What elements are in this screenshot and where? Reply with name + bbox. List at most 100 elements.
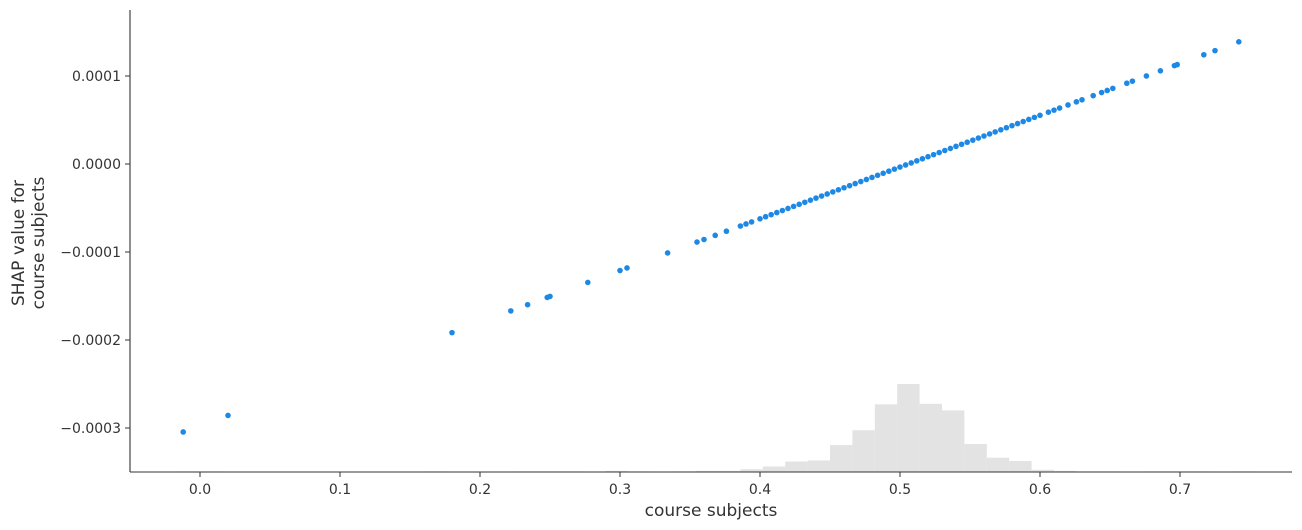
histogram-bar (1031, 469, 1054, 472)
x-tick-label: 0.1 (329, 482, 351, 498)
scatter-point (1124, 80, 1130, 87)
scatter-point (1073, 99, 1080, 105)
scatter-point (1090, 92, 1096, 99)
scatter-point (981, 133, 987, 139)
scatter-point (180, 429, 186, 435)
scatter-point (743, 221, 749, 227)
scatter-point (768, 211, 774, 218)
scatter-point (1003, 124, 1010, 131)
scatter-point (964, 139, 970, 146)
x-axis-title: course subjects (645, 501, 778, 521)
scatter-point (779, 207, 786, 214)
scatter-point (1020, 118, 1026, 125)
scatter-point (1014, 120, 1021, 127)
y-tick-label: 0.0001 (72, 69, 121, 85)
scatter-point (762, 213, 769, 220)
scatter-point (953, 143, 959, 150)
scatter-point (1056, 105, 1063, 111)
x-tick-label: 0.5 (889, 482, 911, 498)
histogram-bar (762, 466, 786, 472)
scatter-point (846, 182, 853, 189)
scatter-point (818, 193, 825, 199)
scatter-point (1110, 85, 1116, 92)
scatter-point (694, 239, 700, 245)
scatter-point (1079, 96, 1085, 103)
scatter-point (1129, 78, 1136, 84)
histogram-bar (897, 384, 920, 472)
x-axis-ticks: 0.0 0.1 0.2 0.3 0.4 0.5 0.6 0.7 (189, 472, 1191, 498)
y-tick-label: −0.0001 (60, 245, 121, 261)
scatter-points (180, 39, 1242, 435)
scatter-point (1065, 102, 1071, 108)
scatter-point (852, 180, 858, 187)
scatter-point (998, 126, 1004, 133)
x-tick-label: 0.6 (1029, 482, 1051, 498)
scatter-point (1157, 68, 1164, 74)
scatter-point (886, 168, 892, 174)
scatter-point (858, 178, 864, 185)
histogram-bar (942, 410, 965, 472)
scatter-point (802, 199, 808, 206)
scatter-point (975, 135, 982, 141)
x-tick-label: 0.4 (749, 482, 771, 498)
scatter-point (1051, 107, 1057, 113)
scatter-point (449, 329, 455, 336)
scatter-point (958, 141, 965, 148)
histogram-bar (852, 430, 875, 472)
x-tick-label: 0.2 (469, 482, 491, 498)
scatter-point (992, 129, 998, 135)
histogram-bar (785, 461, 808, 472)
scatter-point (1098, 89, 1105, 96)
scatter-point (1104, 87, 1110, 94)
scatter-point (796, 201, 802, 208)
scatter-point (830, 189, 836, 195)
scatter-point (712, 232, 718, 239)
scatter-point (1236, 39, 1242, 45)
scatter-point (869, 174, 875, 181)
scatter-point (908, 160, 914, 166)
scatter-point (1037, 112, 1043, 119)
histogram-bar (874, 404, 898, 472)
scatter-point (508, 308, 514, 314)
y-axis-title: SHAP value for course subjects (9, 177, 49, 310)
scatter-point (748, 219, 755, 225)
scatter-point (1143, 73, 1150, 79)
scatter-point (891, 166, 898, 172)
scatter-point (986, 131, 993, 137)
scatter-point (1031, 114, 1038, 121)
scatter-point (1174, 61, 1180, 68)
scatter-point (617, 267, 623, 274)
scatter-point (824, 191, 830, 197)
histogram-bar (807, 460, 830, 472)
scatter-point (664, 250, 671, 256)
scatter-point (1009, 122, 1015, 129)
scatter-point (914, 158, 920, 164)
scatter-point (936, 149, 942, 156)
histogram-bar (830, 445, 853, 472)
scatter-point (737, 223, 744, 229)
y-axis-ticks: −0.0003 −0.0002 −0.0001 0.0000 0.0001 (60, 69, 130, 437)
scatter-point (919, 155, 926, 162)
x-tick-label: 0.7 (1169, 482, 1191, 498)
scatter-point (701, 236, 707, 243)
y-tick-label: −0.0003 (60, 421, 121, 437)
scatter-point (1026, 116, 1032, 123)
scatter-point (947, 145, 954, 152)
x-tick-label: 0.3 (609, 482, 631, 498)
scatter-point (547, 293, 553, 300)
scatter-point (1201, 51, 1207, 58)
histogram-bar (964, 443, 987, 472)
scatter-point (813, 195, 819, 201)
scatter-point (624, 265, 630, 271)
scatter-point (785, 205, 791, 212)
scatter-point (757, 215, 763, 222)
histogram-bar (740, 469, 763, 472)
scatter-point (902, 162, 909, 168)
scatter-point (1045, 109, 1052, 116)
scatter-point (225, 412, 231, 419)
scatter-point (807, 197, 814, 203)
scatter-point (1212, 47, 1218, 54)
scatter-point (863, 176, 870, 183)
scatter-point (723, 228, 730, 235)
